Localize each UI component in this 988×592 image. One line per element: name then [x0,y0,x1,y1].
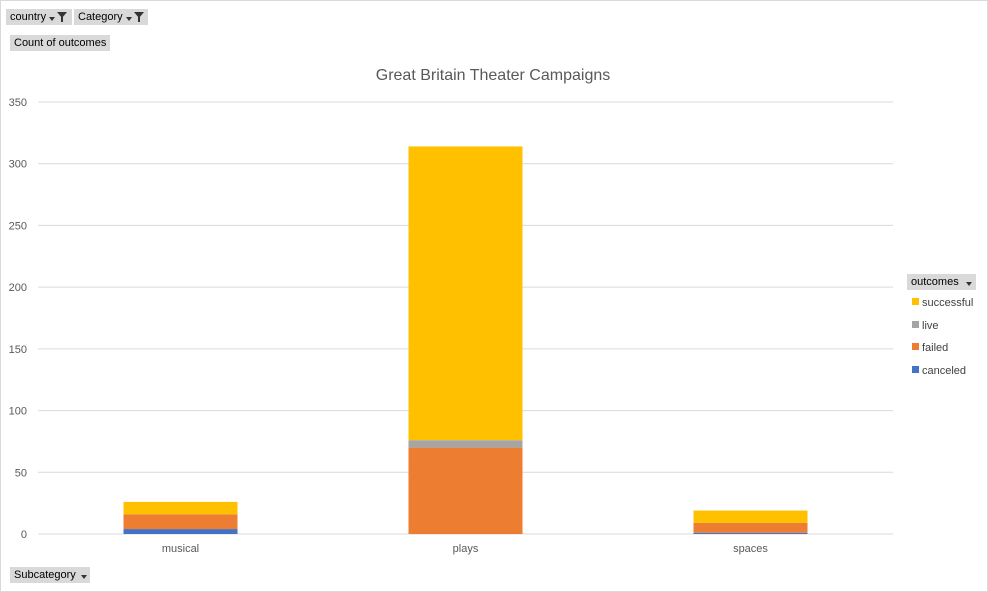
dropdown-arrow-icon [965,274,973,290]
x-tick-label: plays [453,543,479,555]
legend-item-failed[interactable]: failed [912,342,948,354]
x-tick-label: musical [162,543,199,555]
legend-swatch [912,320,919,328]
y-axis-tick-labels: 0 50 100 150 200 250 300 350 [9,97,27,541]
bar-plays-successful[interactable] [408,146,523,441]
x-tick-label: spaces [733,543,768,555]
country-filter-label: country [10,11,47,23]
bar-spaces-successful[interactable] [693,510,808,523]
y-tick-label: 250 [9,220,27,232]
outcomes-legend-button[interactable]: outcomes [907,274,976,290]
legend-swatch [912,298,919,305]
dropdown-arrow-icon [49,9,56,25]
legend-item-canceled[interactable]: canceled [912,365,966,377]
chart-title: Great Britain Theater Campaigns [376,67,610,84]
bars [123,146,808,534]
filter-icon [133,9,144,25]
legend-label: live [922,319,939,332]
subcategory-axis-button[interactable]: Subcategory [10,567,90,583]
legend-label: failed [922,342,949,354]
legend-item-live[interactable]: live [912,320,939,332]
legend-item-successful[interactable]: successful [912,297,973,309]
legend-label: canceled [922,364,967,377]
y-tick-label: 150 [9,344,27,356]
bar-musical-successful[interactable] [123,501,238,515]
dropdown-arrow-icon [80,567,88,583]
y-tick-label: 50 [15,467,27,479]
y-tick-label: 0 [21,529,27,541]
legend-label: successful [922,297,974,309]
x-axis-tick-labels: musical plays spaces [162,543,769,555]
filter-icon [57,9,68,25]
bar-plays-failed[interactable] [408,447,523,534]
bar-musical-canceled[interactable] [123,529,238,534]
bar-plays-live[interactable] [408,440,523,448]
y-tick-label: 100 [9,406,27,418]
values-field-button[interactable]: Count of outcomes [10,35,111,51]
y-tick-label: 300 [9,159,27,171]
bar-spaces-canceled[interactable] [693,532,808,534]
values-field-label: Count of outcomes [14,37,107,49]
bar-spaces-failed[interactable] [693,522,808,533]
legend-swatch [912,343,919,350]
subcategory-axis-label: Subcategory [14,569,76,581]
category-filter-button[interactable]: Category [74,9,148,25]
bar-musical-failed[interactable] [123,514,238,530]
y-tick-label: 350 [9,97,27,109]
outcomes-legend-field-label: outcomes [911,276,959,288]
dropdown-arrow-icon [125,9,133,25]
y-tick-label: 200 [9,282,27,294]
legend-swatch [912,365,919,373]
category-filter-label: Category [78,11,123,23]
country-filter-button[interactable]: country [6,9,72,25]
